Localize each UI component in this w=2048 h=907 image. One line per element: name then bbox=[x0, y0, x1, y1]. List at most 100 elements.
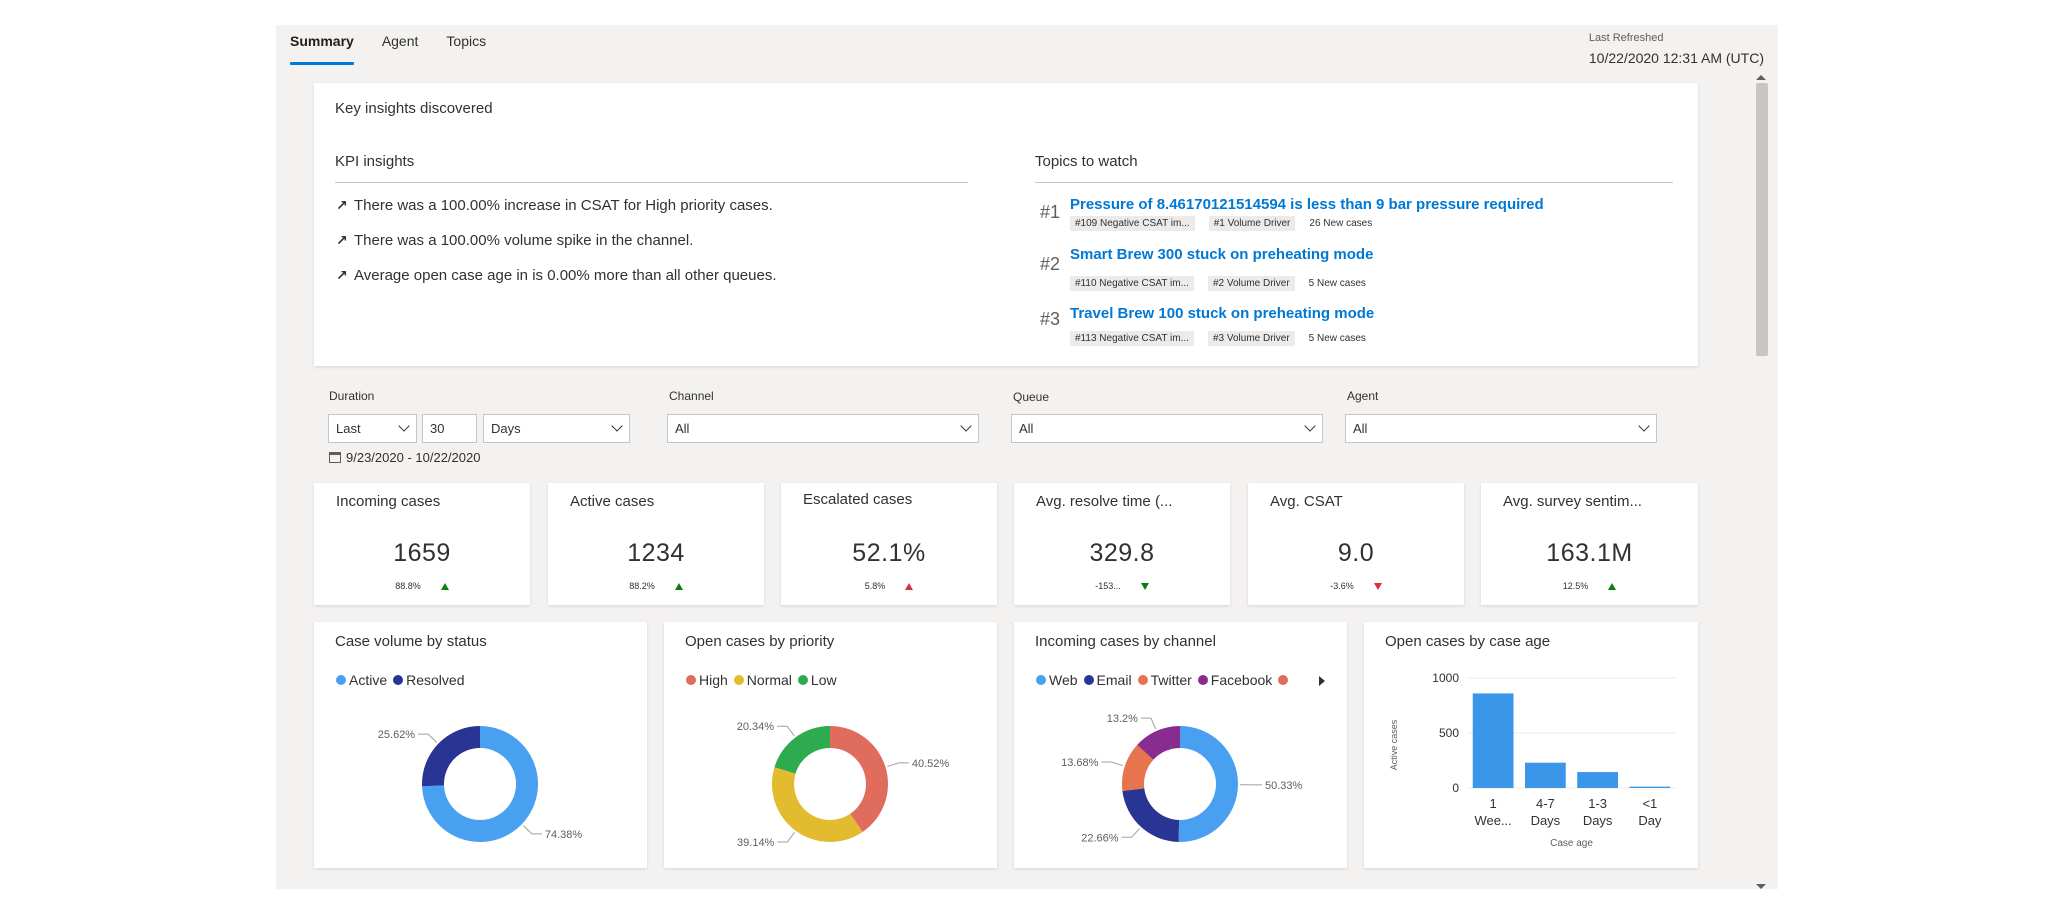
donut-slice-email[interactable] bbox=[1122, 788, 1180, 842]
donut-slice-active[interactable] bbox=[422, 726, 538, 842]
data-label: 74.38% bbox=[545, 829, 583, 841]
last-refreshed: Last Refreshed 10/22/2020 12:31 AM (UTC) bbox=[1589, 32, 1764, 66]
kpi-insights-list: ↗ There was a 100.00% increase in CSAT fo… bbox=[336, 197, 777, 302]
topic-link[interactable]: Smart Brew 300 stuck on preheating mode bbox=[1070, 246, 1374, 263]
legend-item[interactable]: Twitter bbox=[1137, 672, 1192, 688]
kpi-value: 52.1% bbox=[852, 539, 926, 567]
legend-item[interactable]: Email bbox=[1083, 672, 1132, 688]
topic-link[interactable]: Pressure of 8.46170121514594 is less tha… bbox=[1070, 196, 1544, 213]
bar[interactable] bbox=[1524, 762, 1566, 788]
donut-slice-facebook[interactable] bbox=[1137, 726, 1180, 760]
data-label: 39.14% bbox=[737, 837, 775, 849]
kpi-tile-escalated-cases[interactable]: Escalated cases 52.1% 5.8% bbox=[781, 483, 997, 605]
donut-slice-web[interactable] bbox=[1178, 726, 1239, 842]
chart-title: Case volume by status bbox=[335, 633, 487, 650]
legend-swatch bbox=[686, 675, 696, 685]
kpi-tile-incoming-cases[interactable]: Incoming cases 1659 88.8% bbox=[314, 483, 530, 605]
donut-slice-resolved[interactable] bbox=[422, 726, 480, 787]
kpi-name: Avg. CSAT bbox=[1270, 493, 1343, 510]
tab-agent[interactable]: Agent bbox=[381, 33, 419, 49]
bar[interactable] bbox=[1577, 772, 1619, 788]
last-refreshed-label: Last Refreshed bbox=[1588, 32, 1664, 44]
x-tick-label: Days bbox=[1583, 813, 1613, 828]
legend-swatch bbox=[733, 675, 744, 685]
legend-item[interactable]: Web bbox=[1036, 672, 1078, 688]
kpi-tile-active-cases[interactable]: Active cases 1234 88.2% bbox=[548, 483, 764, 605]
donut-slice-high[interactable] bbox=[830, 726, 888, 833]
kpi-value: 9.0 bbox=[1337, 539, 1375, 567]
bar[interactable] bbox=[1629, 786, 1671, 788]
legend-item[interactable]: High bbox=[686, 672, 728, 688]
legend-swatch bbox=[336, 675, 346, 685]
legend-item[interactable] bbox=[1278, 672, 1291, 688]
data-label: 25.62% bbox=[378, 729, 416, 741]
tab-bar: Summary Agent Topics bbox=[290, 25, 514, 71]
data-label: 50.33% bbox=[1265, 780, 1303, 792]
duration-mode-dropdown[interactable]: Last bbox=[328, 414, 417, 443]
kpi-tile-avg-csat[interactable]: Avg. CSAT 9.0 -3.6% bbox=[1248, 483, 1464, 605]
donut-chart: 40.52% 39.14% 20.34% bbox=[737, 721, 950, 849]
trend-down-icon bbox=[1140, 583, 1149, 591]
duration-unit-dropdown[interactable]: Days bbox=[483, 414, 630, 443]
legend-item[interactable]: Normal bbox=[733, 672, 792, 688]
kpi-tile-avg-resolve-time[interactable]: Avg. resolve time (... 329.8 -153... bbox=[1014, 483, 1230, 605]
bar-chart: 0 500 1000 Active cases 1 Wee... 4-7 Days 1-3 Day… bbox=[1389, 671, 1676, 849]
agent-dropdown[interactable]: All bbox=[1345, 414, 1657, 443]
customer-service-dashboard: Summary Agent Topics Last Refreshed 10/2… bbox=[276, 25, 1778, 889]
kpi-insight-item: ↗ Average open case age in is 0.00% more … bbox=[336, 267, 777, 284]
x-tick-label: 1-3 bbox=[1588, 796, 1607, 811]
data-label-leader bbox=[1101, 761, 1124, 767]
duration-value-input[interactable]: 30 bbox=[422, 414, 477, 443]
topic-tag: #2 Volume Driver bbox=[1207, 276, 1295, 291]
insights-title: Key insights discovered bbox=[335, 100, 493, 117]
legend-swatch bbox=[393, 675, 404, 685]
scroll-down-icon[interactable] bbox=[1756, 884, 1766, 889]
legend-item[interactable]: Low bbox=[797, 672, 837, 688]
trend-up-icon: ↗ bbox=[336, 267, 348, 283]
data-label-leader bbox=[1140, 717, 1157, 730]
data-label-leader bbox=[418, 733, 438, 743]
kpi-value: 163.1M bbox=[1546, 539, 1633, 567]
topic-tag: #110 Negative CSAT im... bbox=[1070, 276, 1194, 291]
topics-to-watch-heading: Topics to watch bbox=[1035, 153, 1673, 183]
trend-up-icon: ↗ bbox=[336, 232, 348, 248]
legend-item[interactable]: Resolved bbox=[393, 672, 465, 688]
vertical-scrollbar[interactable] bbox=[1753, 75, 1769, 889]
legend-item[interactable]: Active bbox=[336, 672, 387, 688]
chart-open-cases-by-priority: Open cases by priority High Normal Low 4… bbox=[664, 622, 997, 868]
kpi-name: Avg. resolve time (... bbox=[1036, 493, 1173, 510]
legend-item[interactable]: Facebook bbox=[1197, 672, 1272, 688]
x-tick-label: Wee... bbox=[1474, 813, 1511, 828]
trend-up-icon: ↗ bbox=[336, 197, 348, 213]
channel-dropdown[interactable]: All bbox=[667, 414, 979, 443]
y-tick-label: 500 bbox=[1439, 726, 1459, 740]
topic-tag: #113 Negative CSAT im... bbox=[1070, 331, 1194, 346]
kpi-tile-avg-survey-sentiment[interactable]: Avg. survey sentim... 163.1M 12.5% bbox=[1481, 483, 1698, 605]
key-insights-card: Key insights discovered KPI insights ↗ Th… bbox=[314, 83, 1698, 366]
topic-tag: #3 Volume Driver bbox=[1207, 331, 1295, 346]
tab-topics[interactable]: Topics bbox=[446, 33, 487, 49]
chart-case-volume-by-status: Case volume by status Active Resolved 74… bbox=[314, 622, 647, 868]
bar[interactable] bbox=[1472, 693, 1514, 788]
chart-legend: Web Email Twitter Facebook bbox=[1036, 672, 1297, 688]
chevron-down-icon bbox=[611, 420, 623, 432]
data-label: 20.34% bbox=[737, 721, 775, 733]
chart-open-cases-by-case-age: Open cases by case age 0 500 1000 Active ca… bbox=[1364, 622, 1698, 868]
donut-slice-low[interactable] bbox=[774, 726, 830, 774]
queue-dropdown[interactable]: All bbox=[1011, 414, 1323, 443]
donut-slice-twitter[interactable] bbox=[1122, 744, 1154, 791]
tab-summary[interactable]: Summary bbox=[290, 25, 354, 65]
trend-up-icon bbox=[905, 583, 914, 591]
scroll-up-icon[interactable] bbox=[1756, 75, 1766, 80]
legend-swatch bbox=[1083, 675, 1094, 685]
legend-next-arrow-icon[interactable] bbox=[1319, 676, 1325, 686]
chart-legend: High Normal Low bbox=[686, 672, 843, 688]
legend-swatch bbox=[1137, 675, 1148, 685]
scrollbar-thumb[interactable] bbox=[1756, 83, 1768, 356]
topic-tags: #113 Negative CSAT im... #3 Volume Drive… bbox=[1070, 331, 1366, 346]
topic-tag: #109 Negative CSAT im... bbox=[1070, 216, 1195, 231]
topic-link[interactable]: Travel Brew 100 stuck on preheating mode bbox=[1070, 305, 1375, 322]
kpi-insights-heading: KPI insights bbox=[335, 153, 968, 183]
donut-slice-normal[interactable] bbox=[772, 767, 863, 842]
topic-tags: #110 Negative CSAT im... #2 Volume Drive… bbox=[1070, 276, 1366, 291]
